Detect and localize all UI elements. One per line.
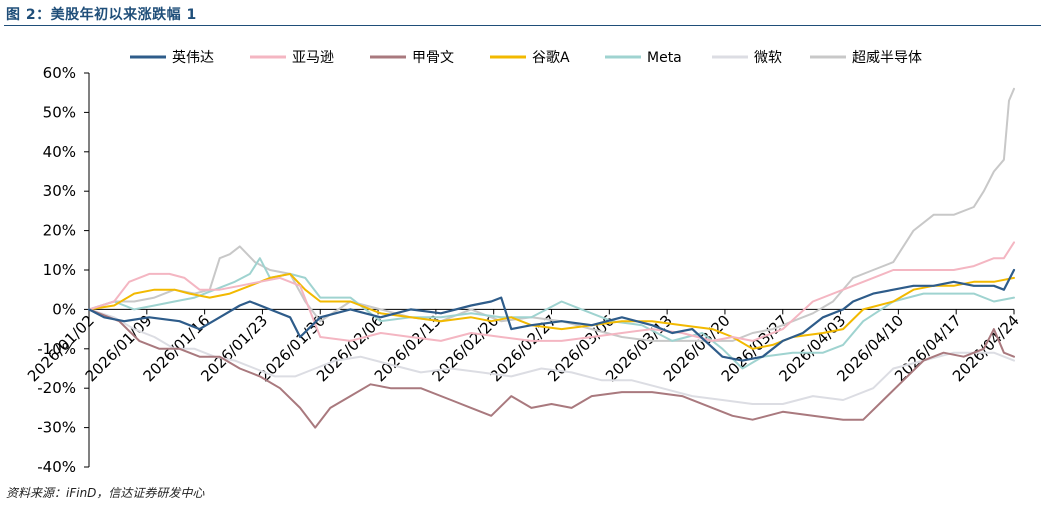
y-tick-label: -30% bbox=[37, 419, 76, 437]
figure-title: 图 2：美股年初以来涨跌幅 1 bbox=[6, 7, 197, 23]
chart-legend: 英伟达 亚马逊 甲骨文 谷歌A Meta 微软 超威半导体 bbox=[130, 49, 922, 66]
y-tick-label: -40% bbox=[37, 458, 76, 476]
legend-label-6: 超威半导体 bbox=[852, 50, 922, 66]
series-line-6 bbox=[88, 87, 1015, 342]
legend-label-5: 微软 bbox=[754, 50, 782, 66]
series-line-0 bbox=[87, 268, 1016, 362]
legend-label-4: Meta bbox=[647, 50, 682, 66]
source-note: 资料来源：iFinD，信达证券研发中心 bbox=[6, 486, 205, 500]
title-rule bbox=[4, 25, 1041, 26]
series-line-2 bbox=[88, 308, 1015, 429]
y-tick-label: -10% bbox=[37, 340, 76, 358]
y-tick-label: 40% bbox=[43, 143, 76, 161]
y-tick-label: 10% bbox=[43, 261, 76, 279]
y-tick-label: 50% bbox=[43, 103, 76, 121]
y-tick-label: 30% bbox=[43, 182, 76, 200]
y-tick-label: 60% bbox=[43, 64, 76, 82]
legend-label-0: 英伟达 bbox=[172, 49, 214, 66]
series-layer bbox=[87, 87, 1016, 429]
legend-label-3: 谷歌A bbox=[532, 50, 570, 66]
legend-label-1: 亚马逊 bbox=[292, 50, 334, 66]
y-tick-label: 0% bbox=[52, 300, 76, 318]
series-line-1 bbox=[88, 241, 1015, 342]
y-tick-label: 20% bbox=[43, 222, 76, 240]
legend-label-2: 甲骨文 bbox=[412, 50, 454, 66]
y-tick-label: -20% bbox=[37, 379, 76, 397]
line-chart: 英伟达 亚马逊 甲骨文 谷歌A Meta 微软 超威半导体 -40% -30% -20% -10%… bbox=[24, 49, 1023, 476]
series-line-4 bbox=[88, 257, 1015, 370]
